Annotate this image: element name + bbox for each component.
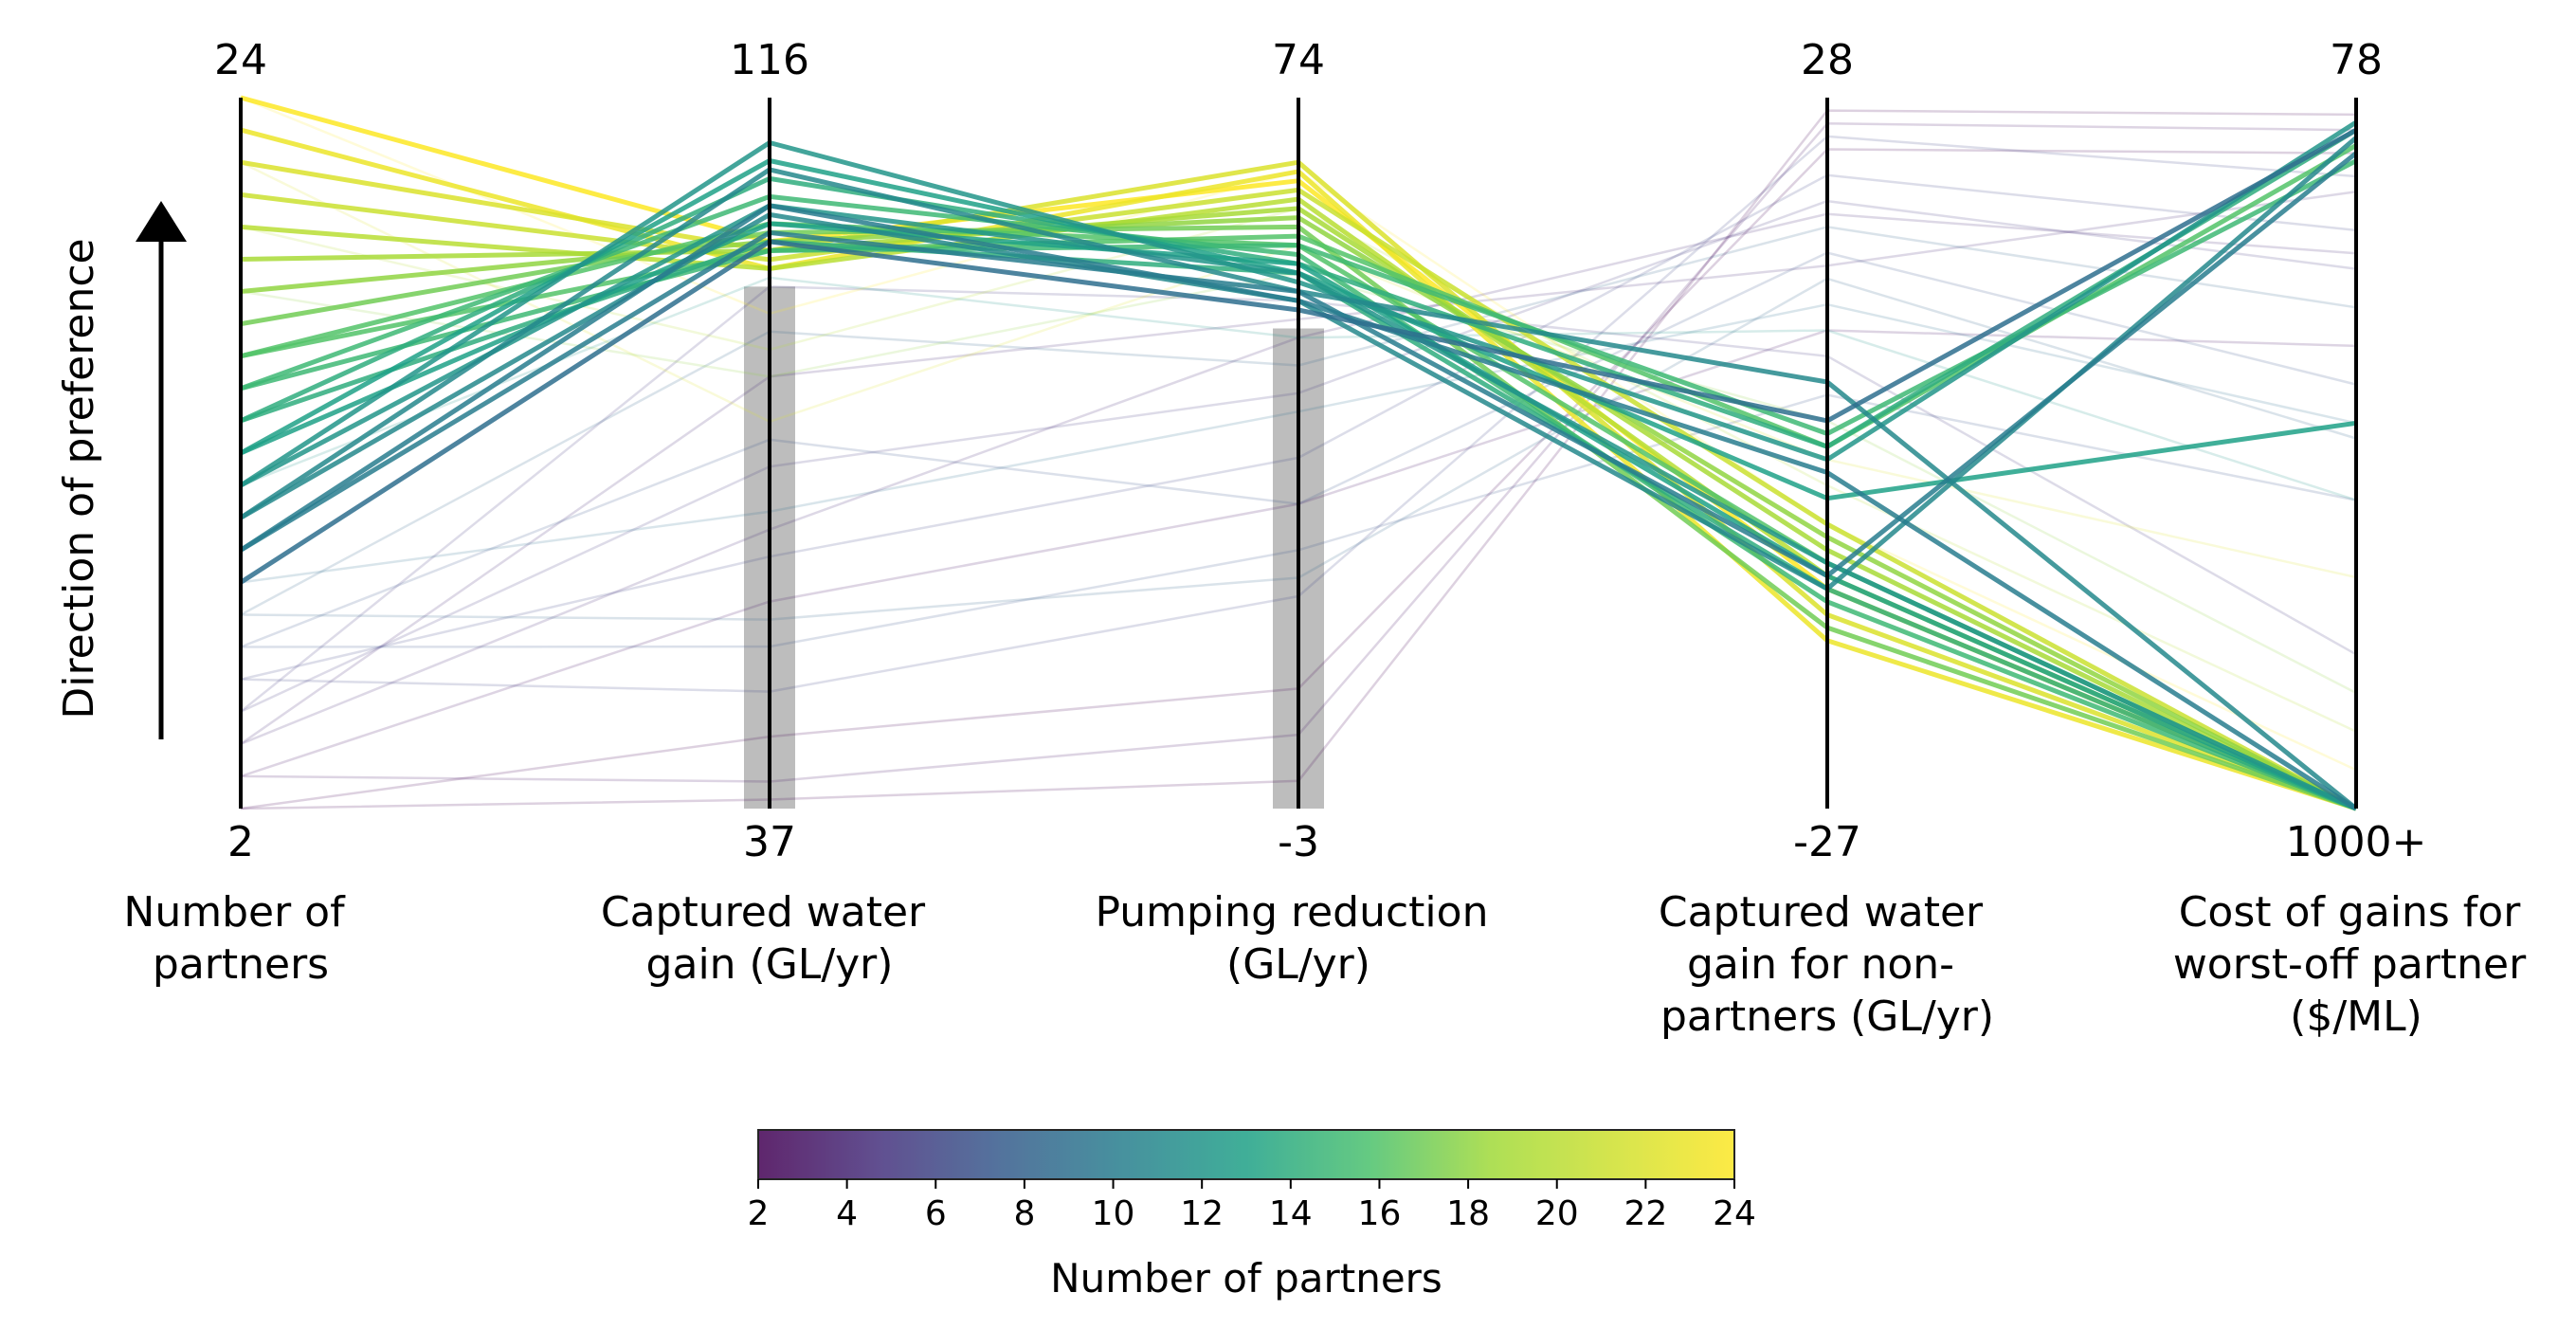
colorbar-tick-label-6: 14 xyxy=(1269,1194,1313,1233)
axis-name-nonpartners: Captured water gain for non- partners (G… xyxy=(1659,888,1996,1041)
axis-bottom-label-partners: 2 xyxy=(227,818,254,866)
axis-top-label-cost: 78 xyxy=(2330,36,2383,84)
axis-name-captured: Captured water gain (GL/yr) xyxy=(601,888,938,989)
colorbar-tick-label-8: 18 xyxy=(1446,1194,1490,1233)
axis-top-label-partners: 24 xyxy=(214,36,267,84)
colorbar-tick-label-7: 16 xyxy=(1358,1194,1402,1233)
axis-bottom-label-pumping: -3 xyxy=(1278,818,1319,866)
colorbar-tick-label-0: 2 xyxy=(748,1194,770,1233)
axis-bottom-label-cost: 1000+ xyxy=(2286,818,2427,866)
axis-name-cost: Cost of gains for worst-off partner ($/M… xyxy=(2173,888,2539,1041)
colorbar-tick-label-3: 8 xyxy=(1013,1194,1035,1233)
colorbar-tick-label-10: 22 xyxy=(1624,1194,1667,1233)
y-axis-label: Direction of preference xyxy=(55,238,103,719)
axis-bottom-label-nonpartners: -27 xyxy=(1793,818,1861,866)
colorbar-tick-label-4: 10 xyxy=(1092,1194,1135,1233)
colorbar-tick-label-1: 4 xyxy=(836,1194,858,1233)
colorbar-tick-label-11: 24 xyxy=(1713,1194,1756,1233)
axis-name-partners: Number of partners xyxy=(123,888,357,989)
colorbar-tick-label-2: 6 xyxy=(925,1194,947,1233)
axis-top-label-pumping: 74 xyxy=(1272,36,1325,84)
colorbar-tick-label-5: 12 xyxy=(1180,1194,1224,1233)
colorbar-label: Number of partners xyxy=(1050,1255,1442,1302)
axis-bottom-label-captured: 37 xyxy=(743,818,796,866)
axis-top-label-captured: 116 xyxy=(730,36,809,84)
axis-top-label-nonpartners: 28 xyxy=(1801,36,1854,84)
axis-name-pumping: Pumping reduction (GL/yr) xyxy=(1096,888,1502,989)
colorbar-ticks: 2 4 6 8 10 12 14 16 18 20 22 24 xyxy=(748,1179,1756,1233)
colorbar xyxy=(757,1129,1735,1180)
preference-arrow-head xyxy=(136,201,187,242)
colorbar-tick-label-9: 20 xyxy=(1535,1194,1579,1233)
